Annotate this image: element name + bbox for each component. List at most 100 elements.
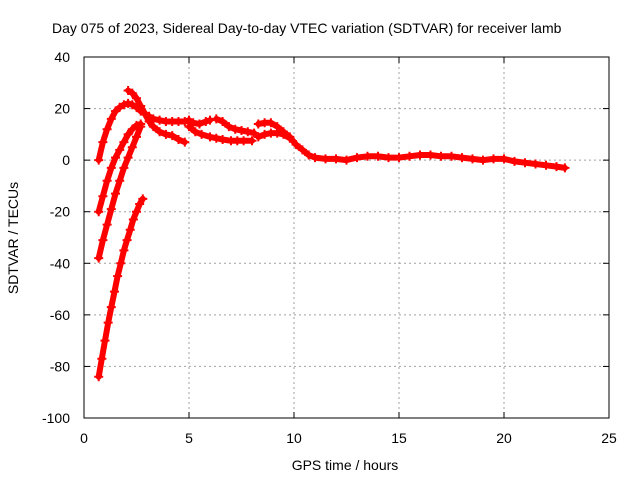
data-point [111,189,120,199]
data-point [109,287,119,297]
data-point [253,132,263,142]
data-point [560,163,570,173]
data-point [180,137,190,147]
x-axis-label: GPS time / hours [292,457,399,473]
series-pass-f [253,128,295,143]
data-point [394,153,404,163]
series-pass-c [184,122,257,146]
data-point [100,336,110,346]
data-point [94,372,104,382]
data-point [111,153,120,163]
data-point [331,154,341,164]
data-point [321,154,330,164]
x-tick-label: 15 [391,430,407,446]
data-point [205,115,215,125]
data-point [373,151,383,161]
data-point [132,207,141,217]
data-point [140,109,150,119]
y-axis-label: SDTVAR / TECUs [5,182,21,294]
data-point [123,153,133,163]
y-tick-label: -60 [50,307,70,323]
data-point [123,98,133,108]
data-point [94,253,104,263]
data-point [211,114,221,124]
data-point [457,153,467,163]
data-point [103,318,113,328]
data-point [272,128,282,138]
data-point [106,114,116,124]
data-point [98,191,108,201]
axis-ticks [83,56,610,419]
data-point [531,159,540,169]
data-point [211,133,221,143]
data-point [310,153,320,163]
data-point [94,155,104,165]
data-point [106,302,116,312]
data-point [102,176,112,186]
data-point [253,119,263,129]
data-point [98,235,108,245]
data-point [352,153,362,163]
data-point [122,235,132,245]
data-point [230,124,240,134]
data-point [119,245,129,255]
data-point [520,158,530,168]
grid-lines [84,57,609,418]
x-tick-label: 5 [185,430,193,446]
data-point [123,129,133,139]
y-tick-label: 0 [62,152,70,168]
data-series [94,86,570,382]
data-point [541,160,551,170]
data-point [132,93,141,103]
data-point [291,140,301,150]
series-pass-e [253,118,570,173]
data-point [136,122,146,132]
data-point [218,135,228,145]
data-point [115,145,125,155]
data-point [180,116,190,126]
data-point [197,129,207,139]
data-point [119,163,129,173]
chart-title: Day 075 of 2023, Sidereal Day-to-day VTE… [52,20,562,36]
data-point [239,136,249,146]
data-point [363,151,372,161]
data-point [135,199,145,209]
data-point [426,150,435,160]
data-point [489,154,498,164]
x-tick-label: 25 [601,430,617,446]
data-point [552,162,561,172]
x-tick-label: 20 [496,430,512,446]
data-point [127,88,137,98]
data-point [184,122,194,132]
data-point [155,127,165,137]
x-tick-label: 10 [286,430,302,446]
data-point [161,129,171,139]
data-point [195,119,204,129]
plot-border [83,56,610,419]
data-point [468,154,477,164]
data-point [436,151,446,161]
y-tick-label: -80 [50,358,70,374]
data-point [297,145,307,155]
y-tick-label: -20 [50,204,70,220]
x-tick-labels: 0 5 10 15 20 25 [80,430,617,446]
data-point [201,116,211,126]
data-point [405,151,414,161]
data-point [125,225,135,235]
data-point [260,129,270,139]
y-tick-label: 20 [54,101,70,117]
data-point [499,154,509,164]
data-point [94,207,104,217]
data-point [115,176,125,186]
data-point [247,136,257,146]
data-point [155,115,165,125]
data-point [116,258,126,268]
series-pass-d [211,114,259,138]
data-point [447,151,456,161]
series-pass-b [123,86,190,147]
data-point [415,150,425,160]
data-point [119,137,129,147]
data-point [190,127,200,137]
data-point [205,132,215,142]
